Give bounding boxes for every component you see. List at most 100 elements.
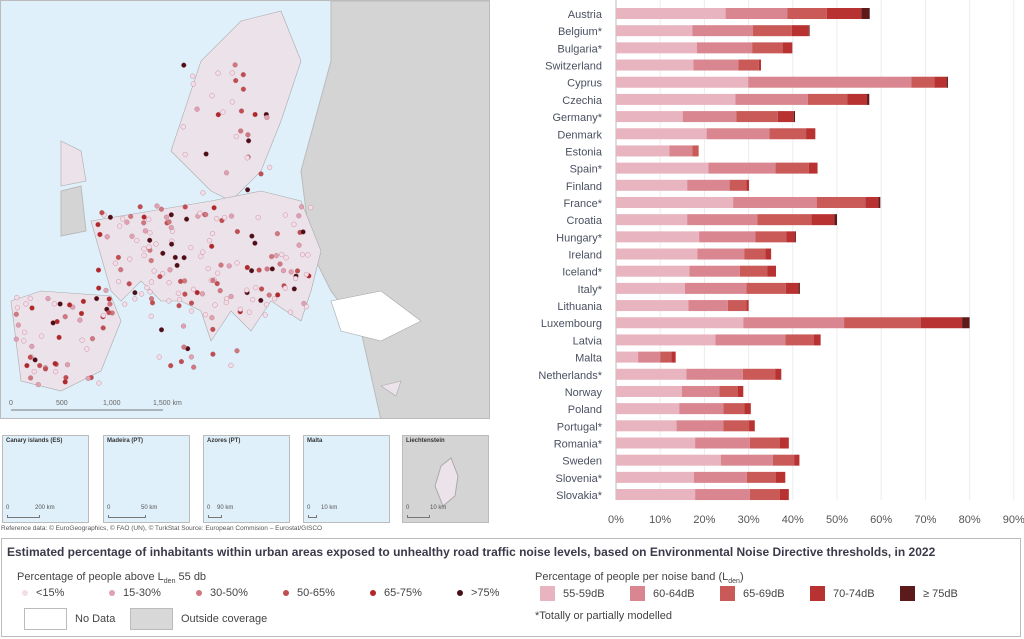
dot-swatch	[457, 590, 463, 596]
bar-segment-6064dB	[693, 471, 747, 483]
city-dot	[228, 213, 235, 219]
x-tick-label: 40%	[782, 514, 804, 526]
bar-segment-5559dB	[616, 403, 680, 415]
city-dot	[177, 297, 183, 303]
city-dot	[103, 287, 109, 293]
category-label: Spain*	[570, 164, 603, 176]
city-dot	[79, 337, 85, 343]
city-dot	[24, 363, 30, 369]
city-dot	[96, 285, 102, 291]
bar-segment-6569dB	[736, 111, 778, 123]
city-dot	[234, 229, 240, 235]
city-dot	[215, 70, 221, 76]
city-dot	[296, 242, 302, 248]
bar-segment-6569dB	[844, 317, 921, 329]
inset-malta: Malta 0 10 km	[303, 435, 390, 523]
bar-segment-6064dB	[695, 437, 750, 449]
category-label: Latvia	[573, 335, 603, 347]
city-dot	[168, 212, 174, 218]
bar-segment-6064dB	[688, 300, 728, 312]
inset-madeira: Madeira (PT) 0 50 km	[103, 435, 190, 523]
legend-no-data: No Data	[24, 608, 115, 630]
bar-segment-5559dB	[616, 8, 726, 19]
city-dot	[132, 296, 138, 302]
city-dot	[280, 268, 287, 274]
city-dot	[181, 62, 187, 68]
city-dot	[147, 230, 153, 236]
city-dot	[51, 301, 57, 307]
bar-segment-7074dB	[920, 317, 963, 329]
bar-segment-75dB	[834, 214, 837, 226]
city-dot	[214, 281, 220, 287]
bar-segment-6064dB	[684, 282, 747, 294]
bar-segment-5559dB	[616, 368, 687, 380]
bar-segment-5559dB	[616, 437, 696, 449]
city-dot	[200, 190, 206, 196]
bar-segment-5559dB	[616, 334, 716, 346]
city-dot	[166, 219, 172, 225]
city-dot	[263, 302, 270, 308]
dot-swatch	[196, 590, 202, 596]
city-dot	[253, 285, 259, 291]
bar-segment-5559dB	[616, 351, 639, 363]
city-dot	[169, 241, 175, 247]
scale-label: 90 km	[217, 505, 234, 511]
bar-segment-6569dB	[769, 128, 807, 140]
city-dot	[299, 204, 305, 210]
bar-segment-6064dB	[681, 385, 720, 397]
dot-swatch	[109, 590, 115, 596]
city-dot	[264, 266, 270, 272]
bar-segment-6064dB	[733, 196, 817, 208]
bar-segment-7074dB	[808, 162, 818, 174]
bar-segment-6064dB	[696, 42, 753, 54]
city-dot	[178, 278, 184, 284]
city-dot	[182, 291, 188, 297]
city-dot	[200, 249, 206, 255]
city-dot	[166, 298, 172, 304]
city-dot	[166, 280, 172, 286]
bar-segment-6064dB	[692, 25, 754, 37]
category-label: Portugal*	[557, 421, 603, 433]
city-dot	[212, 302, 218, 308]
city-dot	[244, 155, 250, 161]
city-dot	[63, 375, 69, 381]
category-label: Croatia	[567, 215, 603, 227]
bar-segment-6569dB	[723, 403, 745, 415]
bar-segment-5559dB	[616, 59, 694, 71]
city-dot	[154, 203, 160, 209]
city-dot	[57, 301, 63, 307]
category-label: Ireland	[568, 250, 602, 262]
city-dot	[223, 170, 230, 176]
bar-segment-6569dB	[753, 25, 792, 37]
city-dot	[141, 220, 147, 226]
legend-panel: Estimated percentage of inhabitants with…	[1, 538, 1021, 637]
city-dot	[80, 298, 86, 304]
city-dot	[42, 366, 49, 372]
category-label: Romania*	[554, 439, 603, 451]
city-dot	[294, 268, 301, 274]
city-dot	[134, 237, 140, 244]
bar-segment-6064dB	[689, 265, 740, 277]
city-dot	[15, 322, 21, 328]
bar-segment-75dB	[867, 93, 870, 105]
bar-segment-7074dB	[779, 489, 789, 501]
city-dot	[215, 270, 221, 276]
city-dot	[234, 348, 240, 354]
city-dot	[299, 252, 306, 258]
bar-segment-6064dB	[669, 145, 693, 157]
scale-label: 200 km	[35, 505, 55, 511]
outside-coverage	[60, 1, 489, 418]
bar-segment-5559dB	[616, 76, 749, 88]
city-dot	[139, 291, 145, 297]
scale-label: 0	[107, 505, 111, 511]
bar-segment-6064dB	[679, 403, 724, 415]
city-dot	[205, 266, 211, 272]
city-dot	[167, 267, 173, 273]
city-dot	[267, 164, 273, 170]
city-dot	[31, 369, 37, 375]
bar-segment-5559dB	[616, 162, 709, 174]
city-dot	[182, 204, 188, 210]
bar-segment-6064dB	[708, 162, 776, 174]
bar-segment-7074dB	[746, 179, 750, 191]
city-dot	[176, 303, 182, 309]
